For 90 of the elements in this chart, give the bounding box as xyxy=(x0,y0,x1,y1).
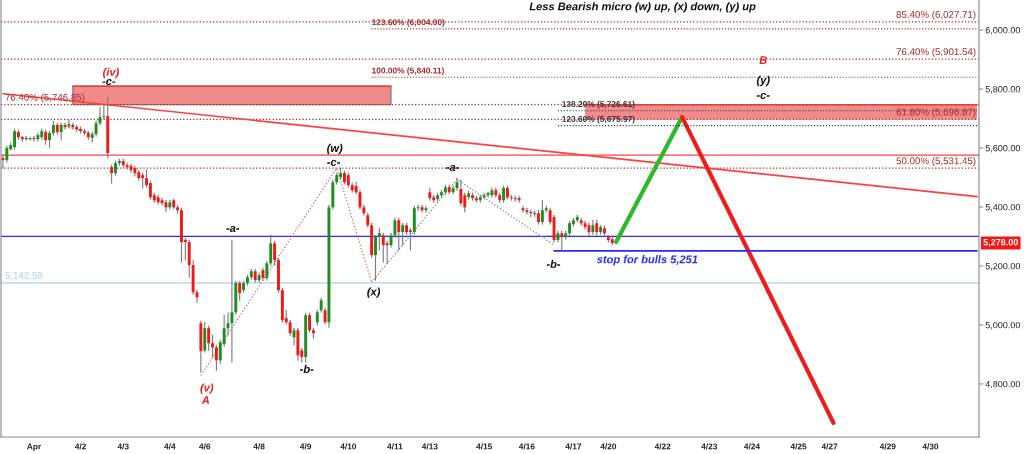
candlestick xyxy=(490,187,494,198)
series-label: stop for bulls 5,251 xyxy=(596,255,698,266)
ref-line-label: 5,142.59 xyxy=(5,272,43,281)
candlestick xyxy=(133,165,137,177)
candlestick xyxy=(397,217,401,251)
x-tick-label: 4/9 xyxy=(299,443,312,450)
series-label: 123.60% (5,675.97) xyxy=(562,115,635,124)
y-tick-label: 6,000.00 xyxy=(985,27,1021,35)
series-label: 123.60% (6,004.00) xyxy=(372,19,445,27)
candlestick xyxy=(537,209,540,225)
candlestick xyxy=(265,260,269,281)
candlestick xyxy=(401,222,405,246)
x-tick-label: 4/11 xyxy=(387,443,403,450)
x-tick-label: 4/29 xyxy=(879,443,896,450)
series-label: 100.00% (5,840.11) xyxy=(372,67,444,76)
annotation: (iv) xyxy=(103,67,119,79)
x-tick-label: 4/13 xyxy=(421,443,438,450)
y-tick-label: 5,600.00 xyxy=(985,144,1021,153)
candlestick xyxy=(125,162,129,170)
x-tick-label: 4/23 xyxy=(701,443,718,450)
annotation: -a- xyxy=(446,164,460,171)
annotation: (v) xyxy=(200,383,214,394)
candlestick xyxy=(560,230,564,251)
y-tick-label: 5,800.00 xyxy=(985,86,1021,94)
candlestick xyxy=(377,227,381,251)
ref-line-label: 50.00% (5,531.45) xyxy=(896,157,976,167)
annotation: (w) xyxy=(327,143,343,155)
candlestick xyxy=(164,199,168,213)
chart-title: Less Bearish micro (w) up, (x) down, (y) up xyxy=(529,2,756,13)
candlestick xyxy=(486,191,490,198)
candlestick xyxy=(257,272,261,283)
candlestick xyxy=(308,312,311,333)
ref-line-label: 76.40% (5,901.54) xyxy=(896,47,976,58)
candlestick xyxy=(1,154,5,169)
y-tick-label: 4,800.00 xyxy=(985,380,1021,389)
x-tick-label: 4/24 xyxy=(743,443,761,450)
annotation: -c- xyxy=(327,159,341,166)
candlestick xyxy=(525,207,529,215)
y-tick-label: 5,000.00 xyxy=(985,321,1021,330)
candlestick xyxy=(412,205,416,235)
x-tick-label: 4/3 xyxy=(117,443,129,450)
candlestick xyxy=(273,240,277,266)
x-tick-label: 4/17 xyxy=(565,443,582,450)
candlestick xyxy=(517,195,521,203)
candlestick xyxy=(24,135,28,141)
x-tick-label: 4/4 xyxy=(164,443,176,450)
candlestick xyxy=(203,321,207,353)
annotation: -a- xyxy=(226,225,240,232)
x-tick-label: 4/6 xyxy=(199,443,211,450)
candlestick xyxy=(269,234,273,266)
annotation: -c- xyxy=(756,92,770,99)
candlestick xyxy=(277,257,280,293)
candlestick xyxy=(211,334,214,358)
candlestick xyxy=(230,239,234,363)
candlestick xyxy=(603,225,606,236)
x-tick-label: 4/30 xyxy=(922,443,939,450)
candlestick xyxy=(36,132,40,142)
annotation: -b- xyxy=(299,364,314,373)
text: 5,278.00 xyxy=(983,239,1018,247)
x-tick-label: 4/2 xyxy=(74,443,87,450)
x-tick-label: 4/20 xyxy=(600,443,617,450)
candlestick xyxy=(420,204,424,213)
y-tick-label: 5,200.00 xyxy=(985,262,1021,271)
x-tick-label: 4/27 xyxy=(821,443,838,450)
annotation: B xyxy=(759,56,767,64)
candlestick xyxy=(48,130,51,148)
x-tick-label: 4/15 xyxy=(476,443,493,450)
x-tick-label: 4/25 xyxy=(790,443,807,450)
candlestick xyxy=(408,227,412,251)
ref-line-label: 61.80% (5,696.87) xyxy=(896,108,976,118)
candlestick xyxy=(440,189,443,198)
candlestick xyxy=(214,344,218,371)
annotation: (x) xyxy=(367,287,381,298)
annotation: -c- xyxy=(102,79,116,86)
candlestick xyxy=(238,280,242,301)
annotation: -b- xyxy=(546,259,561,268)
x-tick-label: Apr xyxy=(27,443,42,452)
ref-line-label: 85.40% (6,027.71) xyxy=(896,10,976,20)
candlestick xyxy=(114,160,117,176)
candlestick xyxy=(540,199,544,225)
x-tick-label: 4/10 xyxy=(340,443,357,450)
candlestick xyxy=(381,232,385,263)
x-tick-label: 4/16 xyxy=(518,443,535,450)
candlestick xyxy=(67,119,71,129)
x-tick-label: 4/8 xyxy=(253,443,265,450)
candlestick xyxy=(207,325,211,351)
annotation: A xyxy=(201,396,209,404)
x-tick-label: 4/22 xyxy=(654,443,671,450)
annotation: (y) xyxy=(756,75,770,87)
y-tick-label: 5,400.00 xyxy=(985,203,1021,212)
